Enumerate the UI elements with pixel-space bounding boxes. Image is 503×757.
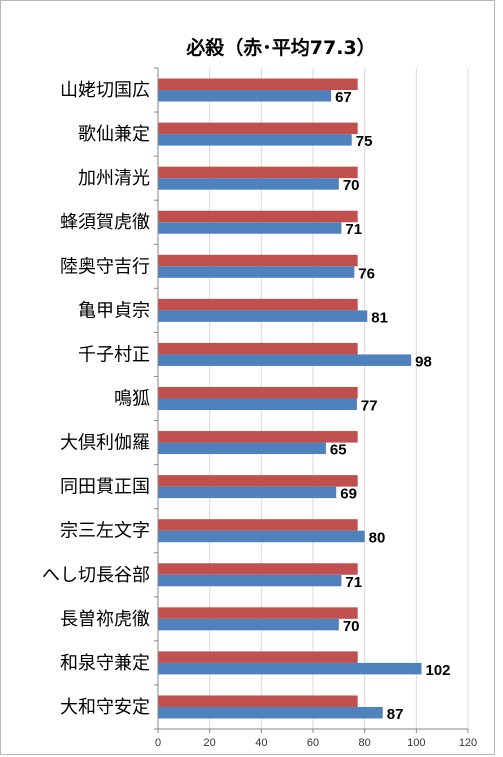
data-labels: 67 75 70 71 76 81 98 77 65 69 80 71 70 102 87 [330,89,451,723]
bar-red-average [158,431,358,443]
data-label: 69 [340,486,357,503]
bar-blue-value [158,398,357,410]
data-label: 77 [361,398,378,415]
bar-blue-value [158,530,365,543]
bar-blue-value [158,574,342,587]
bar-red-average [158,695,358,707]
bar-red-average [158,254,358,267]
data-label: 80 [369,530,386,547]
bar-red-average [158,607,358,619]
data-label: 76 [358,265,375,282]
bar-blue-value [158,354,412,366]
category-label: 亀甲貞宗 [78,300,150,321]
bar-blue-value [158,662,422,675]
data-label: 75 [356,133,373,150]
x-tick-label: 0 [155,737,161,749]
category-label: 歌仙兼定 [78,124,150,145]
bar-red-average [158,342,358,355]
x-tick-label: 100 [407,737,425,749]
data-label: 65 [330,442,347,459]
category-label: 鳴狐 [114,389,150,410]
data-label: 70 [343,618,360,635]
bar-red-average [158,563,358,575]
x-tick-label: 80 [359,737,371,749]
bar-red-average [158,78,358,91]
data-label: 70 [343,177,360,194]
x-tick-label: 120 [459,737,477,749]
x-tick-label: 20 [204,737,216,749]
category-label: へし切長谷部 [42,565,150,586]
chart-title: 必殺（赤･平均77.3） [185,36,375,59]
category-label: 和泉守兼定 [60,653,150,674]
x-tick-label: 60 [307,737,319,749]
data-label: 67 [335,89,352,106]
category-label: 大倶利伽羅 [60,433,150,454]
category-label: 大和守安定 [60,697,150,718]
bar-red-average [158,298,358,311]
category-label: 宗三左文字 [60,521,150,542]
bar-blue-value [158,442,326,455]
category-label: 陸奥守吉行 [60,256,150,277]
data-label: 87 [387,706,404,723]
category-label: 山姥切国広 [60,80,150,101]
category-labels: 山姥切国広歌仙兼定加州清光蜂須賀虎徹陸奥守吉行亀甲貞宗千子村正鳴狐大倶利伽羅同田… [42,80,150,718]
data-label: 98 [415,353,432,370]
category-label: 蜂須賀虎徹 [60,212,150,233]
category-label: 千子村正 [78,344,150,365]
bar-blue-value [158,134,352,146]
bar-blue-value [158,178,339,190]
x-axis-tick-labels: 0 20 40 60 80 100 120 [154,67,477,749]
data-label: 102 [426,662,451,679]
bar-red-average [158,387,358,399]
bar-red-average [158,210,358,223]
bar-blue-value [158,222,342,234]
bars [158,78,422,719]
data-label: 81 [371,309,388,326]
x-tick-label: 40 [255,737,267,749]
category-label: 長曽祢虎徹 [60,609,150,630]
category-label: 同田貫正国 [60,477,150,498]
bar-blue-value [158,310,368,322]
bar-blue-value [158,618,339,631]
data-label: 71 [345,221,362,238]
bar-blue-value [158,266,355,278]
bar-red-average [158,651,358,663]
bar-blue-value [158,90,332,102]
bar-red-average [158,166,358,179]
bar-red-average [158,475,358,487]
bar-blue-value [158,706,383,719]
bar-red-average [158,122,358,135]
category-label: 加州清光 [78,168,150,189]
bar-red-average [158,519,358,531]
data-label: 71 [345,574,362,591]
bar-blue-value [158,486,337,499]
